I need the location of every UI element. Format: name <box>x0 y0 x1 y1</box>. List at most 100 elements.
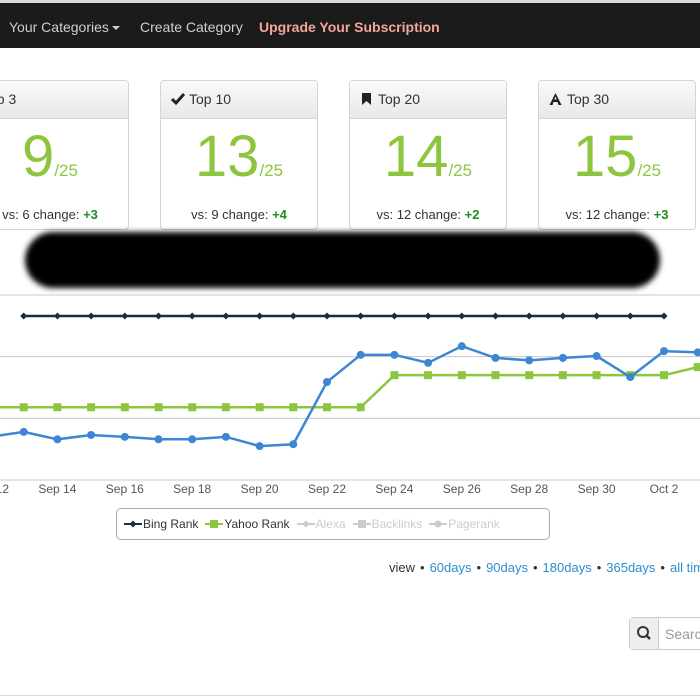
point <box>87 430 96 439</box>
card-header: Top 20 <box>350 81 506 119</box>
navbar: Your Categories Create Category Upgrade … <box>0 0 700 48</box>
card-compare-wrap: vs: 12 change: +2 <box>350 207 506 222</box>
x-tick-label: Sep 28 <box>510 482 548 496</box>
point <box>491 353 500 362</box>
card-header: Top 10 <box>161 81 317 119</box>
series-line <box>0 365 698 409</box>
card-compare: vs: 9 change: <box>191 207 269 222</box>
point <box>20 312 28 320</box>
card-icon <box>170 93 186 106</box>
point <box>525 356 534 365</box>
nav-link[interactable]: Create Category <box>140 19 243 35</box>
legend-label: Bing Rank <box>143 517 199 531</box>
legend-symbol <box>205 520 224 528</box>
point <box>491 371 500 380</box>
range-link[interactable]: 180days <box>528 560 592 575</box>
x-tick-label: Sep 22 <box>308 482 346 496</box>
x-tick-label: Sep 24 <box>375 482 413 496</box>
legend-symbol <box>352 520 371 528</box>
card-change: +2 <box>464 207 480 222</box>
legend-symbol <box>124 520 142 528</box>
point <box>53 435 62 444</box>
point <box>255 403 264 412</box>
point <box>53 312 61 320</box>
point <box>424 312 432 320</box>
point <box>323 377 331 386</box>
point <box>390 371 399 380</box>
point <box>53 403 62 412</box>
point <box>120 403 129 412</box>
legend-label: Alexa <box>315 517 346 531</box>
chart: Sep 12 Sep 14 Sep 16 Sep 18 Sep 20 Sep 22 Sep … <box>0 294 700 496</box>
point <box>424 358 433 367</box>
card-header: Top 30 <box>539 81 695 119</box>
legend-item[interactable]: Bing Rank <box>123 509 198 539</box>
range-link[interactable]: 60days <box>415 560 471 575</box>
search-box[interactable]: Search <box>629 617 700 650</box>
point <box>121 312 129 320</box>
legend-item[interactable]: Pagerank <box>428 509 500 539</box>
point <box>222 312 230 320</box>
point <box>256 312 264 320</box>
point <box>525 371 534 380</box>
search-placeholder: Search <box>665 626 700 642</box>
point <box>660 371 668 380</box>
card-compare-wrap: vs: 12 change: +3 <box>539 207 695 222</box>
point <box>323 312 331 320</box>
card-compare-wrap: vs: 6 change: +3 <box>0 207 128 222</box>
legend-label: Pagerank <box>448 517 500 531</box>
search-button[interactable] <box>630 618 659 649</box>
point <box>289 403 298 412</box>
x-tick-label: Sep 26 <box>443 482 481 496</box>
search-icon <box>637 626 651 640</box>
point <box>19 403 28 412</box>
x-tick-label: Sep 20 <box>241 482 279 496</box>
stat-card: Top 20 14/25 vs: 12 change: +2 <box>349 80 507 230</box>
legend-item[interactable]: Yahoo Rank <box>204 509 290 539</box>
nav-link[interactable]: Upgrade Your Subscription <box>259 19 440 35</box>
legend-item[interactable]: Alexa <box>296 509 346 539</box>
x-tick-label: Sep 12 <box>0 482 9 496</box>
point <box>87 312 95 320</box>
point <box>693 363 700 372</box>
card-total: /25 <box>637 161 662 180</box>
point <box>390 350 399 359</box>
card-header: Top 3 <box>0 81 128 119</box>
point <box>188 403 197 412</box>
card-title: Top 20 <box>378 91 421 107</box>
legend-label: Backlinks <box>371 517 423 531</box>
point <box>87 403 96 412</box>
card-compare-wrap: vs: 9 change: +4 <box>161 207 317 222</box>
x-tick-label: Oct 2 <box>650 482 679 496</box>
range-link[interactable]: 90days <box>472 560 528 575</box>
point <box>356 403 365 412</box>
card-value: 14 <box>383 124 449 189</box>
point <box>323 403 331 412</box>
range-link[interactable]: 365days <box>592 560 656 575</box>
card-icon <box>549 93 562 105</box>
point <box>188 435 197 444</box>
x-tick-label: Sep 16 <box>106 482 144 496</box>
point <box>660 347 668 356</box>
point <box>154 403 163 412</box>
point <box>356 350 365 359</box>
legend-symbol <box>296 520 315 528</box>
card-value: 9 <box>22 124 55 189</box>
card-change: +4 <box>272 207 287 222</box>
redaction <box>25 232 660 288</box>
card-total: /25 <box>448 161 473 180</box>
point <box>693 348 700 357</box>
card-change: +3 <box>653 207 669 222</box>
legend-item[interactable]: Backlinks <box>352 509 423 539</box>
point <box>424 371 433 380</box>
point <box>458 312 466 320</box>
point <box>255 442 264 451</box>
point <box>525 312 533 320</box>
legend-label: Yahoo Rank <box>224 517 290 531</box>
range-link[interactable]: all time <box>655 560 700 575</box>
caret <box>112 26 120 34</box>
card-title: Top 3 <box>0 91 17 107</box>
card-compare: vs: 12 change: <box>376 207 462 222</box>
point <box>626 312 634 320</box>
nav-link[interactable]: Your Categories <box>9 19 109 35</box>
